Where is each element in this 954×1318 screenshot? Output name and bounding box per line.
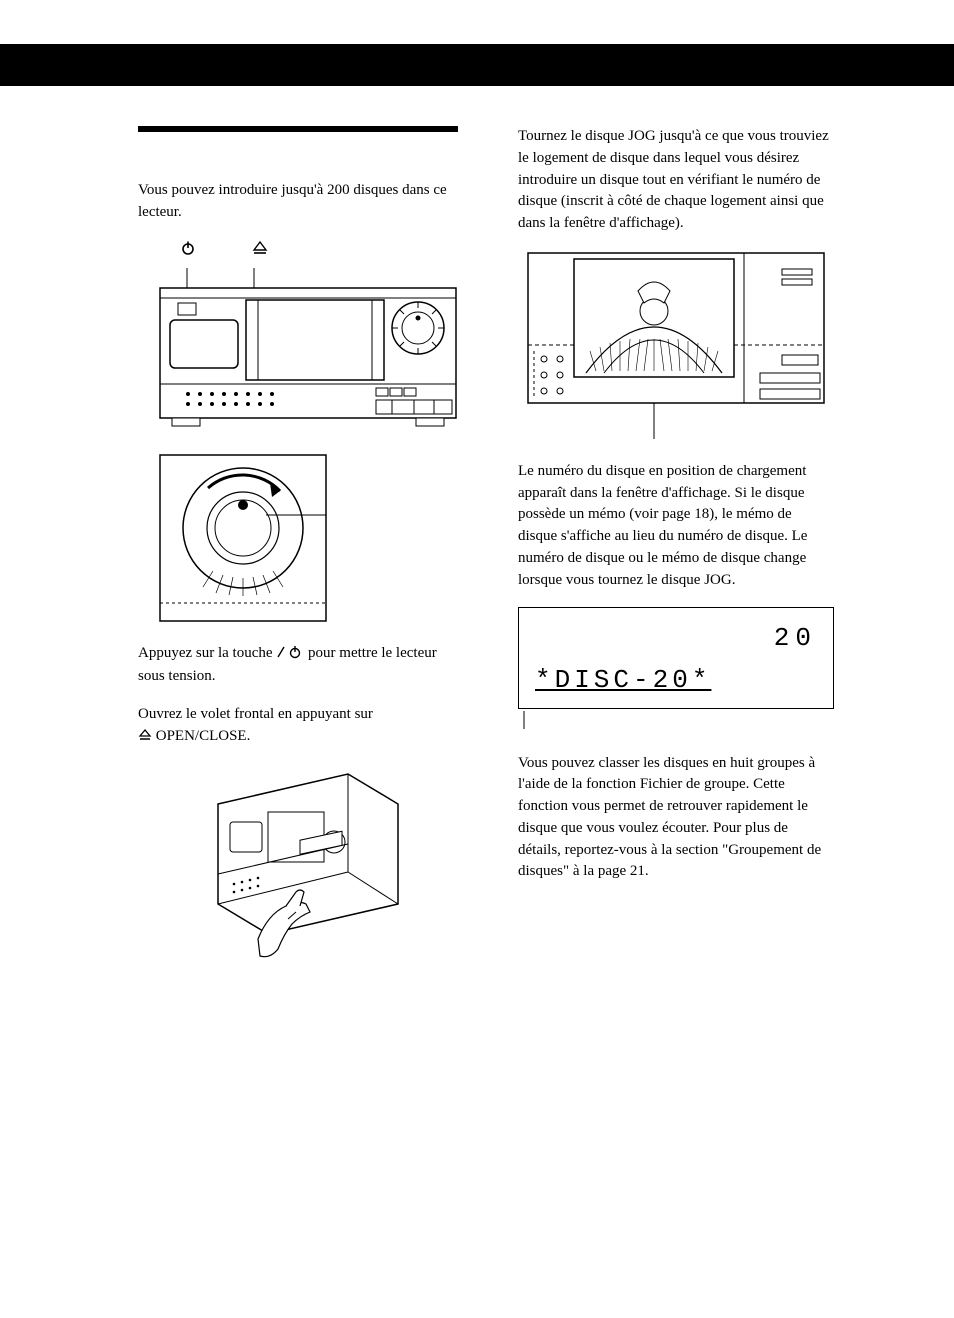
page: Vous pouvez introduire jusqu'à 200 disqu…: [0, 44, 954, 1318]
figure-device-front: [158, 268, 458, 433]
intro-text: Vous pouvez introduire jusqu'à 200 disqu…: [138, 180, 458, 224]
eject-icon-inline: [138, 728, 152, 744]
r-p1: Tournez le disque JOG jusqu'à ce que vou…: [518, 126, 834, 235]
lcd-leader: [518, 711, 834, 729]
section-rule: [138, 126, 458, 132]
step1-a: Appuyez sur la touche: [138, 645, 276, 661]
step2-a: Ouvrez le volet frontal en appuyant sur: [138, 706, 373, 722]
right-column: Tournez le disque JOG jusqu'à ce que vou…: [518, 126, 834, 984]
r-p3: Vous pouvez classer les disques en huit …: [518, 753, 834, 884]
content-columns: Vous pouvez introduire jusqu'à 200 disqu…: [0, 86, 954, 984]
figure-loading-slot: [518, 251, 834, 441]
eject-icon: [252, 240, 268, 256]
slash-power-icon: [276, 647, 304, 663]
left-column: Vous pouvez introduire jusqu'à 200 disqu…: [138, 126, 458, 984]
header-bar: [0, 44, 954, 86]
lcd-number: 20: [535, 620, 817, 658]
power-icon: [180, 240, 196, 256]
icon-row: [180, 240, 458, 256]
step2-text: Ouvrez le volet frontal en appuyant sur …: [138, 704, 458, 748]
step2-b: OPEN/CLOSE.: [152, 728, 250, 744]
step1-text: Appuyez sur la touche pour mettre le lec…: [138, 643, 458, 689]
lcd-display: 20 *DISC-20*: [518, 607, 834, 708]
lcd-text: *DISC-20*: [535, 658, 817, 700]
figure-jog-closeup: [158, 453, 458, 623]
r-p2: Le numéro du disque en position de charg…: [518, 461, 834, 592]
figure-hand-open: [138, 764, 458, 964]
